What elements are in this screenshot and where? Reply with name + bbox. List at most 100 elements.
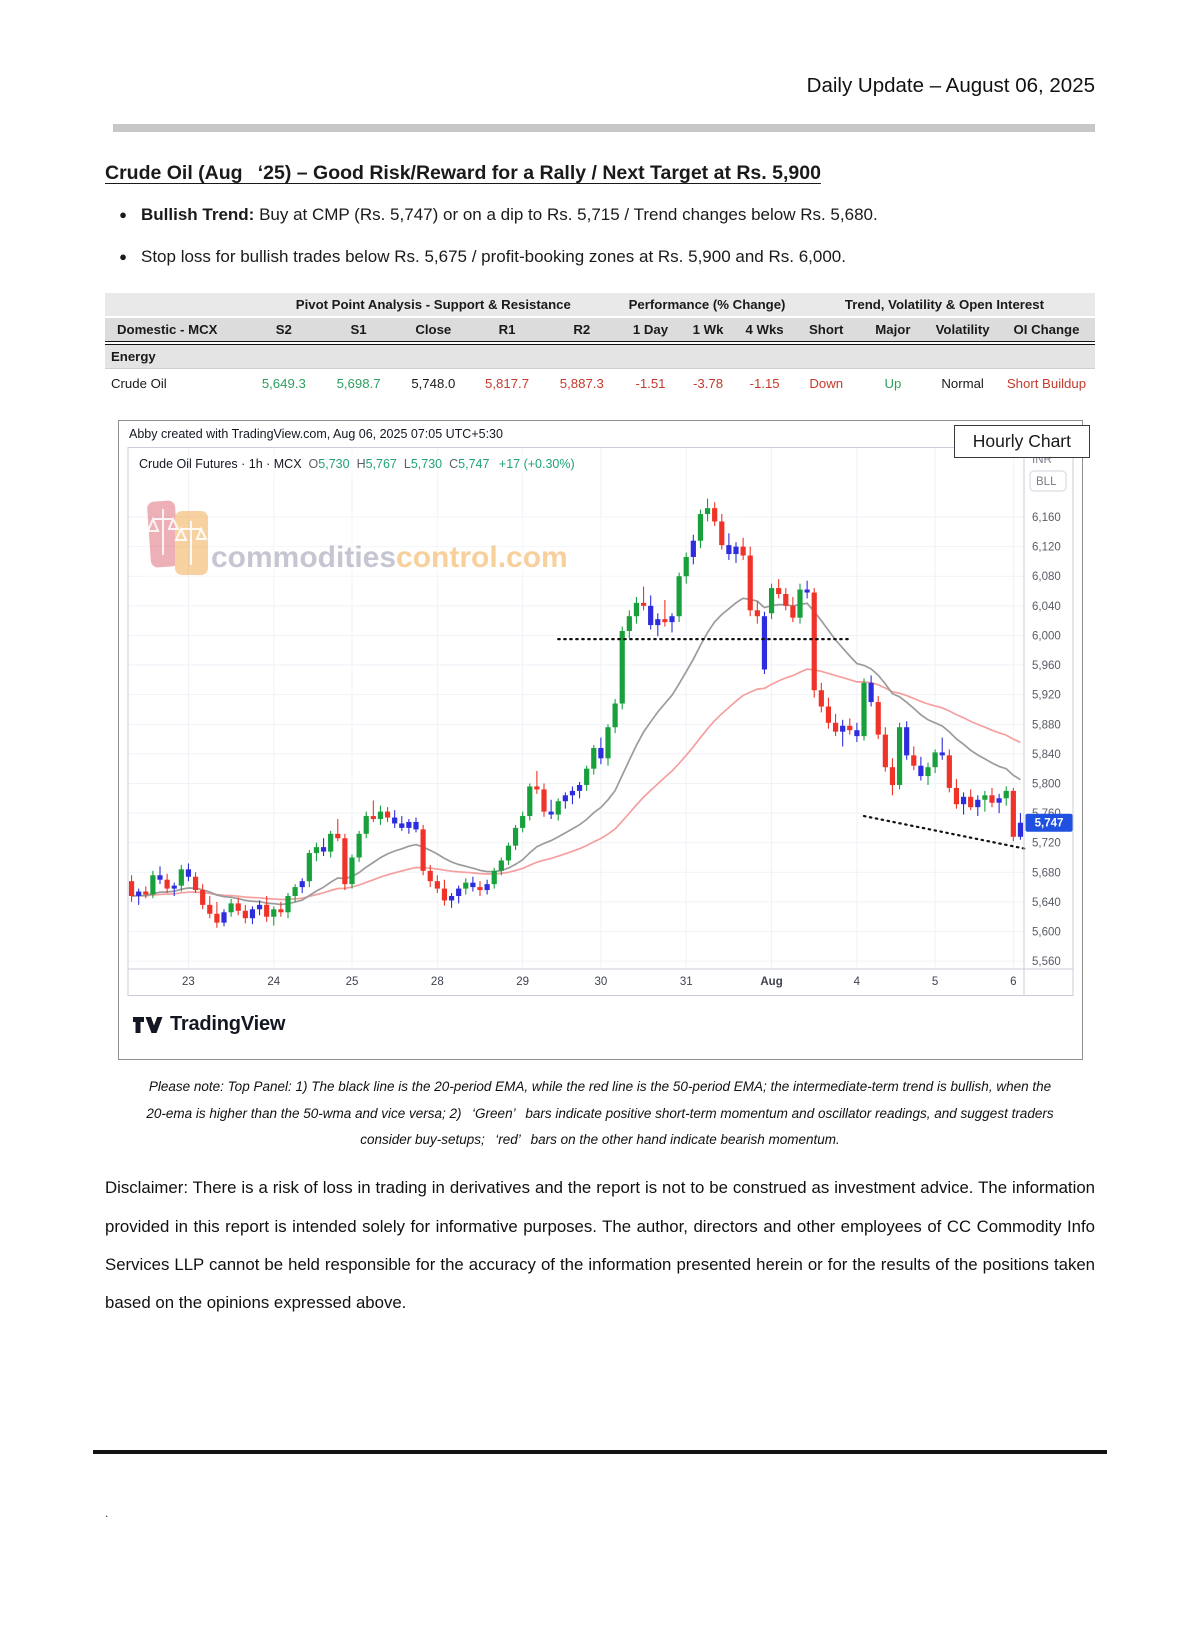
table-column-header: Short (793, 317, 859, 346)
tradingview-logo: TradingView (133, 1013, 285, 1036)
candle (491, 868, 497, 889)
watermark-red-card (147, 500, 179, 568)
candle (328, 831, 334, 858)
candle (719, 514, 725, 550)
time-tick-label: Aug (760, 976, 782, 988)
table-column-header: R2 (543, 317, 621, 346)
table-cell: Down (793, 368, 859, 399)
candle (548, 800, 554, 820)
footnote-line: Please note: Top Panel: 1) The black lin… (148, 1079, 1052, 1095)
price-axis: 6,160 6,120 6,080 6,040 6,000 5,960 5,920 5,880… (1029, 454, 1067, 968)
price-tick-label: 5,680 (1032, 868, 1061, 880)
ema-20-line (131, 597, 1021, 906)
header-divider-bar (113, 124, 1095, 132)
bullet-icon: ● (119, 207, 127, 222)
candle (690, 535, 696, 565)
watermark-banner (145, 517, 745, 578)
candle (975, 795, 981, 817)
table-row: Crude Oil 5,649.3 5,698.7 5,748.0 5,817.7 5,8… (105, 368, 1095, 399)
bullet-text: Bullish Trend: Buy at CMP (Rs. 5,747) or… (141, 203, 878, 228)
table-column-header: S1 (321, 317, 396, 346)
candle (178, 865, 184, 892)
candle (683, 552, 689, 584)
watermark-text: commoditiescontrol.com (211, 541, 568, 574)
candle (598, 737, 604, 765)
candle (342, 834, 348, 891)
time-tick-label: 25 (346, 976, 359, 988)
candle (925, 763, 931, 786)
candle (733, 542, 739, 564)
symbol-ohlc-line: Crude Oil Futures · 1h · MCX O5,730 H5,767… (133, 455, 581, 474)
candle (534, 771, 540, 795)
candle (477, 881, 483, 897)
table-column-header: 1 Day (620, 317, 681, 346)
chart-attribution: Abby created with TradingView.com, Aug 0… (129, 427, 503, 442)
candle (441, 879, 448, 906)
candle (299, 878, 305, 894)
table-column-header: Close (395, 317, 471, 346)
price-change: +17 (+0.30%) (495, 457, 575, 472)
candle (264, 896, 270, 923)
candle (776, 579, 782, 599)
candle (463, 878, 469, 895)
last-price-tag (1025, 813, 1073, 832)
candle (200, 884, 206, 910)
candle (768, 583, 775, 620)
candle (968, 789, 974, 811)
candle (185, 863, 192, 882)
candle (640, 586, 647, 611)
table-cell: Crude Oil (105, 368, 247, 399)
candle (420, 825, 426, 876)
candle (313, 842, 320, 862)
table-cell: 5,698.7 (321, 368, 396, 399)
candle (569, 786, 576, 805)
table-column-header: R1 (470, 317, 544, 346)
bullet-text: Stop loss for bullish trades below Rs. 5… (141, 245, 846, 270)
candle (875, 696, 881, 740)
report-date-header: Daily Update – August 06, 2025 (806, 74, 1095, 97)
table-cell: Short Buildup (997, 368, 1095, 399)
candle (861, 678, 867, 741)
candle (747, 546, 753, 617)
candle (790, 597, 796, 623)
ohlc-key: H (356, 457, 366, 472)
plot-area (128, 498, 1024, 929)
support-trendline-dotted (862, 815, 1026, 850)
candle (320, 838, 327, 857)
candle (918, 757, 924, 781)
chart-footnote: Please note: Top Panel: 1) The black lin… (105, 1074, 1095, 1153)
candle (278, 902, 284, 917)
candle (363, 811, 369, 839)
candle (697, 509, 704, 549)
candle (427, 865, 433, 888)
candle (584, 765, 590, 792)
candle (761, 612, 768, 675)
candle (228, 899, 234, 917)
time-tick-label: 29 (516, 976, 529, 988)
bullet-icon: ● (119, 248, 127, 264)
tradingview-logo-text: TradingView (170, 1013, 286, 1036)
price-tick-label: 5,920 (1032, 690, 1061, 702)
table-group-header: Performance (% Change) (620, 293, 794, 319)
candle (840, 720, 846, 747)
price-tick-label: 5,840 (1032, 749, 1061, 761)
candle (256, 900, 263, 916)
candle (392, 810, 398, 829)
candle (726, 533, 732, 561)
price-tick-label: 6,160 (1032, 512, 1061, 524)
table-column-header: 1 Wk (680, 317, 736, 346)
candle (527, 783, 533, 821)
candle (626, 610, 632, 639)
candle (512, 825, 519, 851)
table-section-row: Energy (105, 343, 1095, 370)
candle (832, 714, 839, 737)
candle (932, 749, 938, 774)
table-cell: -1.51 (620, 368, 681, 399)
candle (505, 842, 512, 866)
candle (889, 758, 896, 796)
candle (335, 819, 341, 842)
time-tick-label: 30 (594, 976, 607, 988)
candle (207, 896, 213, 919)
candle (541, 783, 547, 818)
time-tick-label: 23 (182, 976, 195, 988)
